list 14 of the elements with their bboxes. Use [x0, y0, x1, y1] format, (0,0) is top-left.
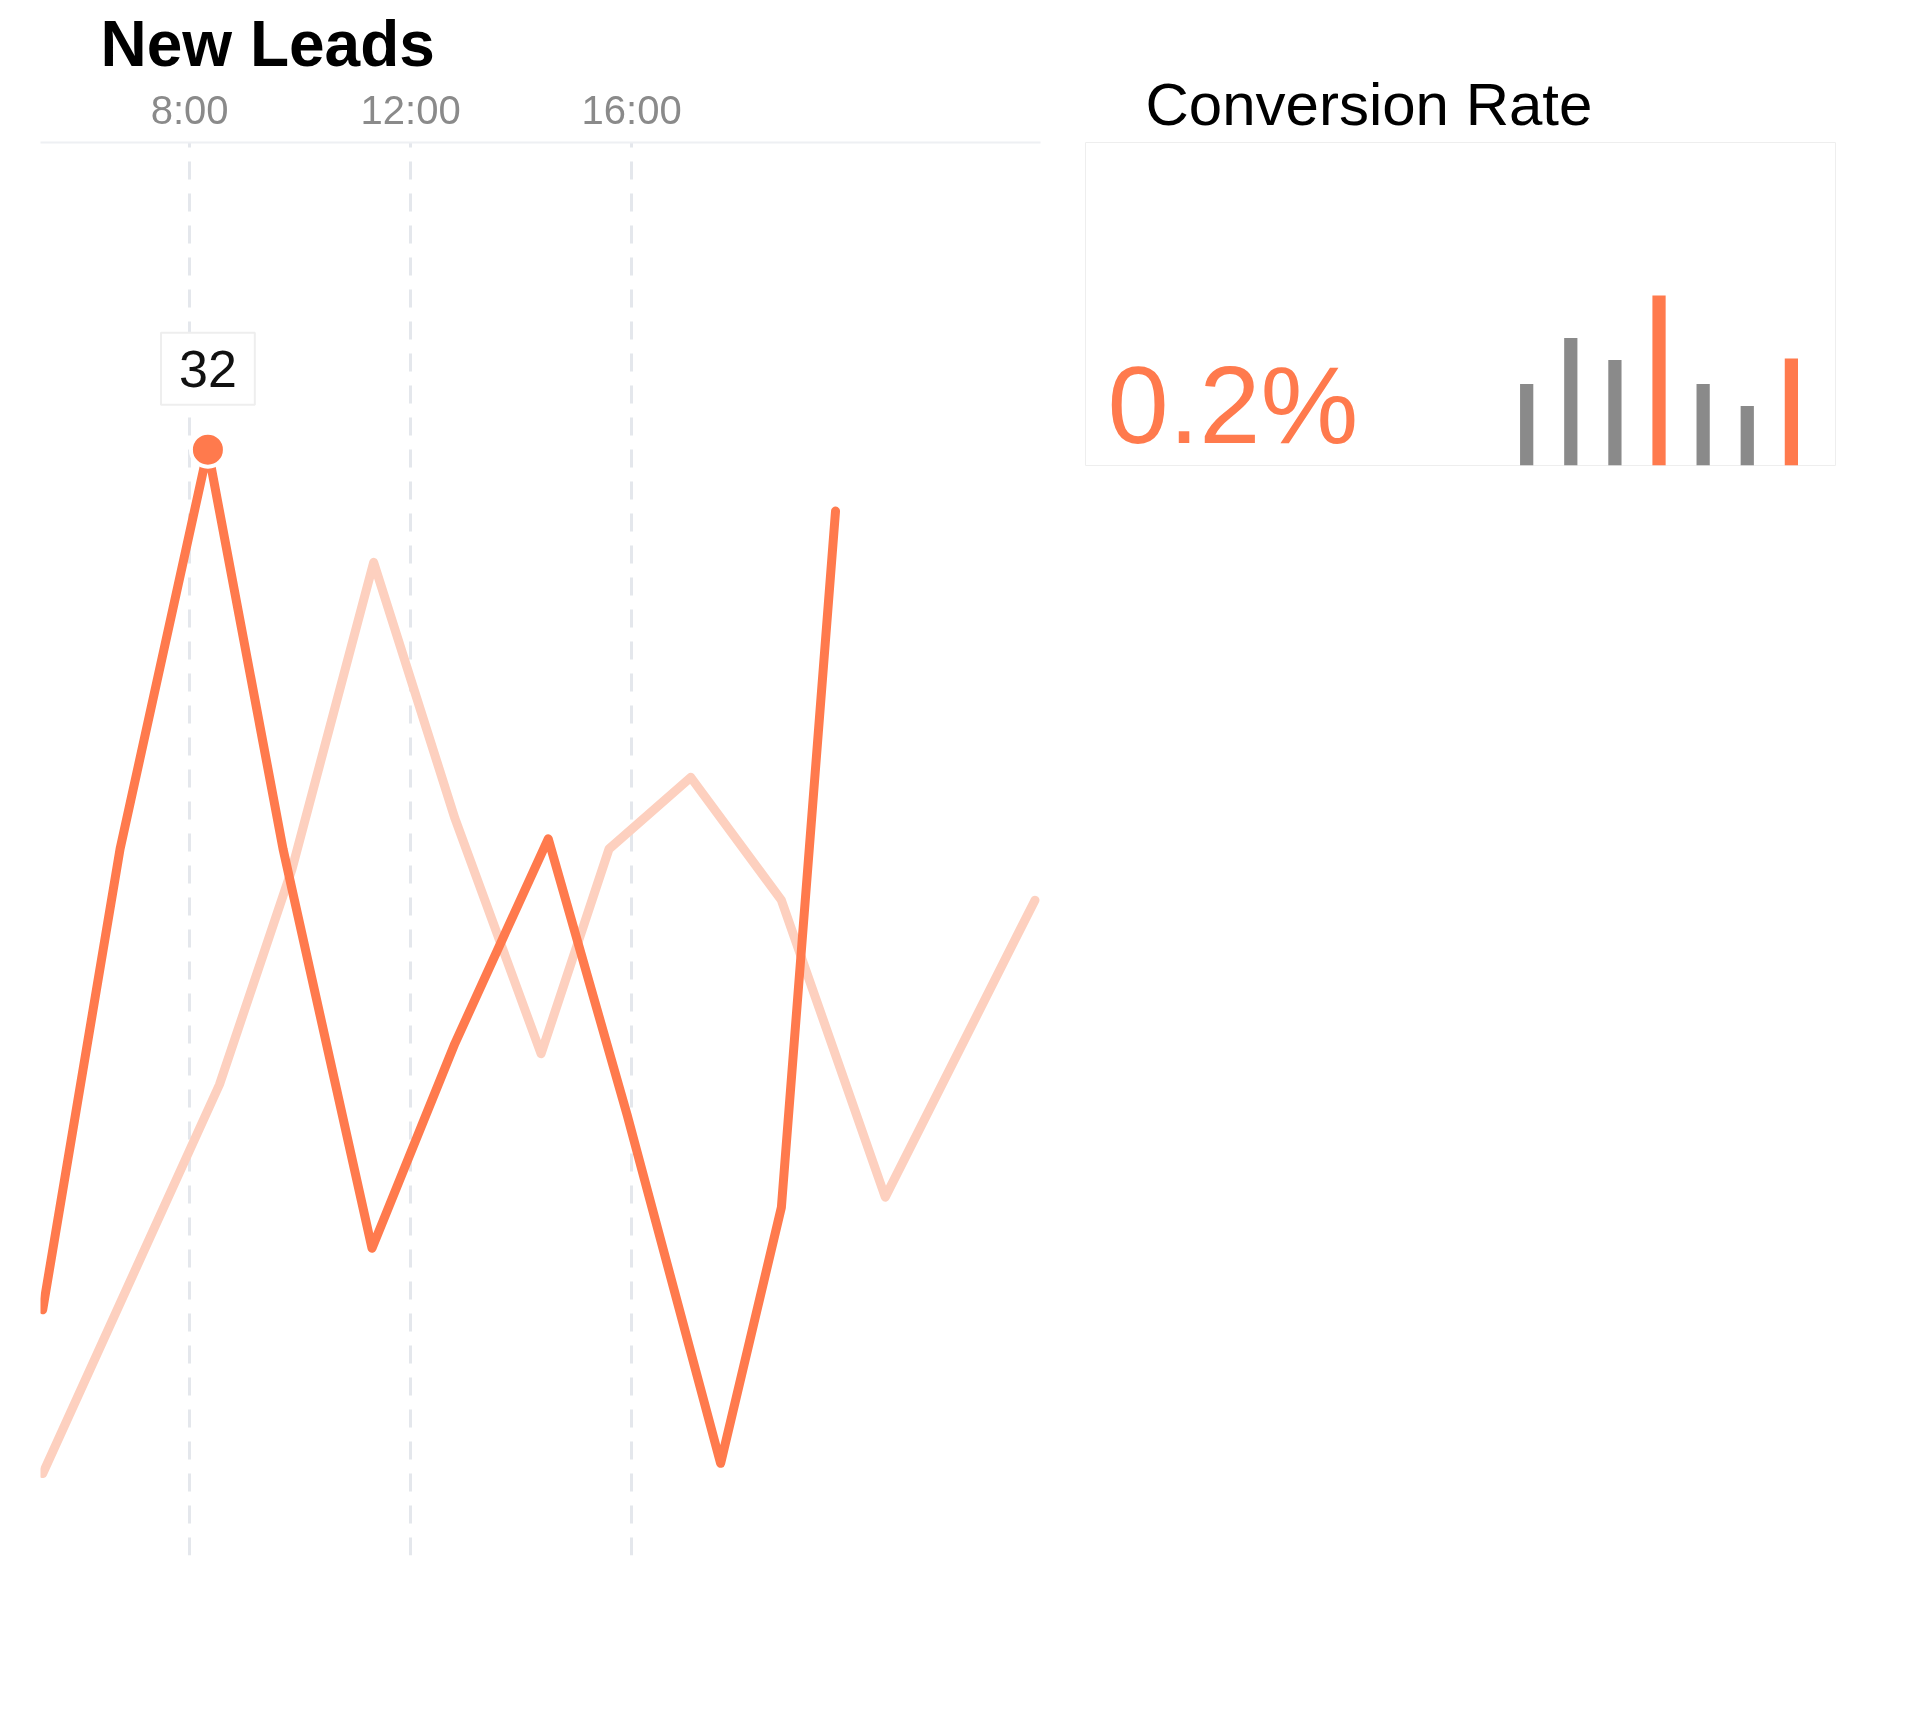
bar: [1784, 358, 1798, 466]
bar: [1520, 383, 1534, 466]
x-tick-label: 8:00: [150, 87, 229, 132]
chart-title: New Leads: [100, 7, 435, 80]
bar: [1740, 406, 1754, 466]
x-tick-label: 12:00: [360, 87, 461, 132]
bar: [1652, 295, 1666, 466]
bar: [1696, 383, 1710, 466]
chart-title: Conversion Rate: [1145, 70, 1593, 138]
bar: [1608, 360, 1622, 466]
text: 0.2%: [1107, 342, 1359, 466]
x-tick-label: 16:00: [581, 87, 682, 132]
bar: [1564, 338, 1578, 466]
annotation: 32: [178, 339, 237, 398]
